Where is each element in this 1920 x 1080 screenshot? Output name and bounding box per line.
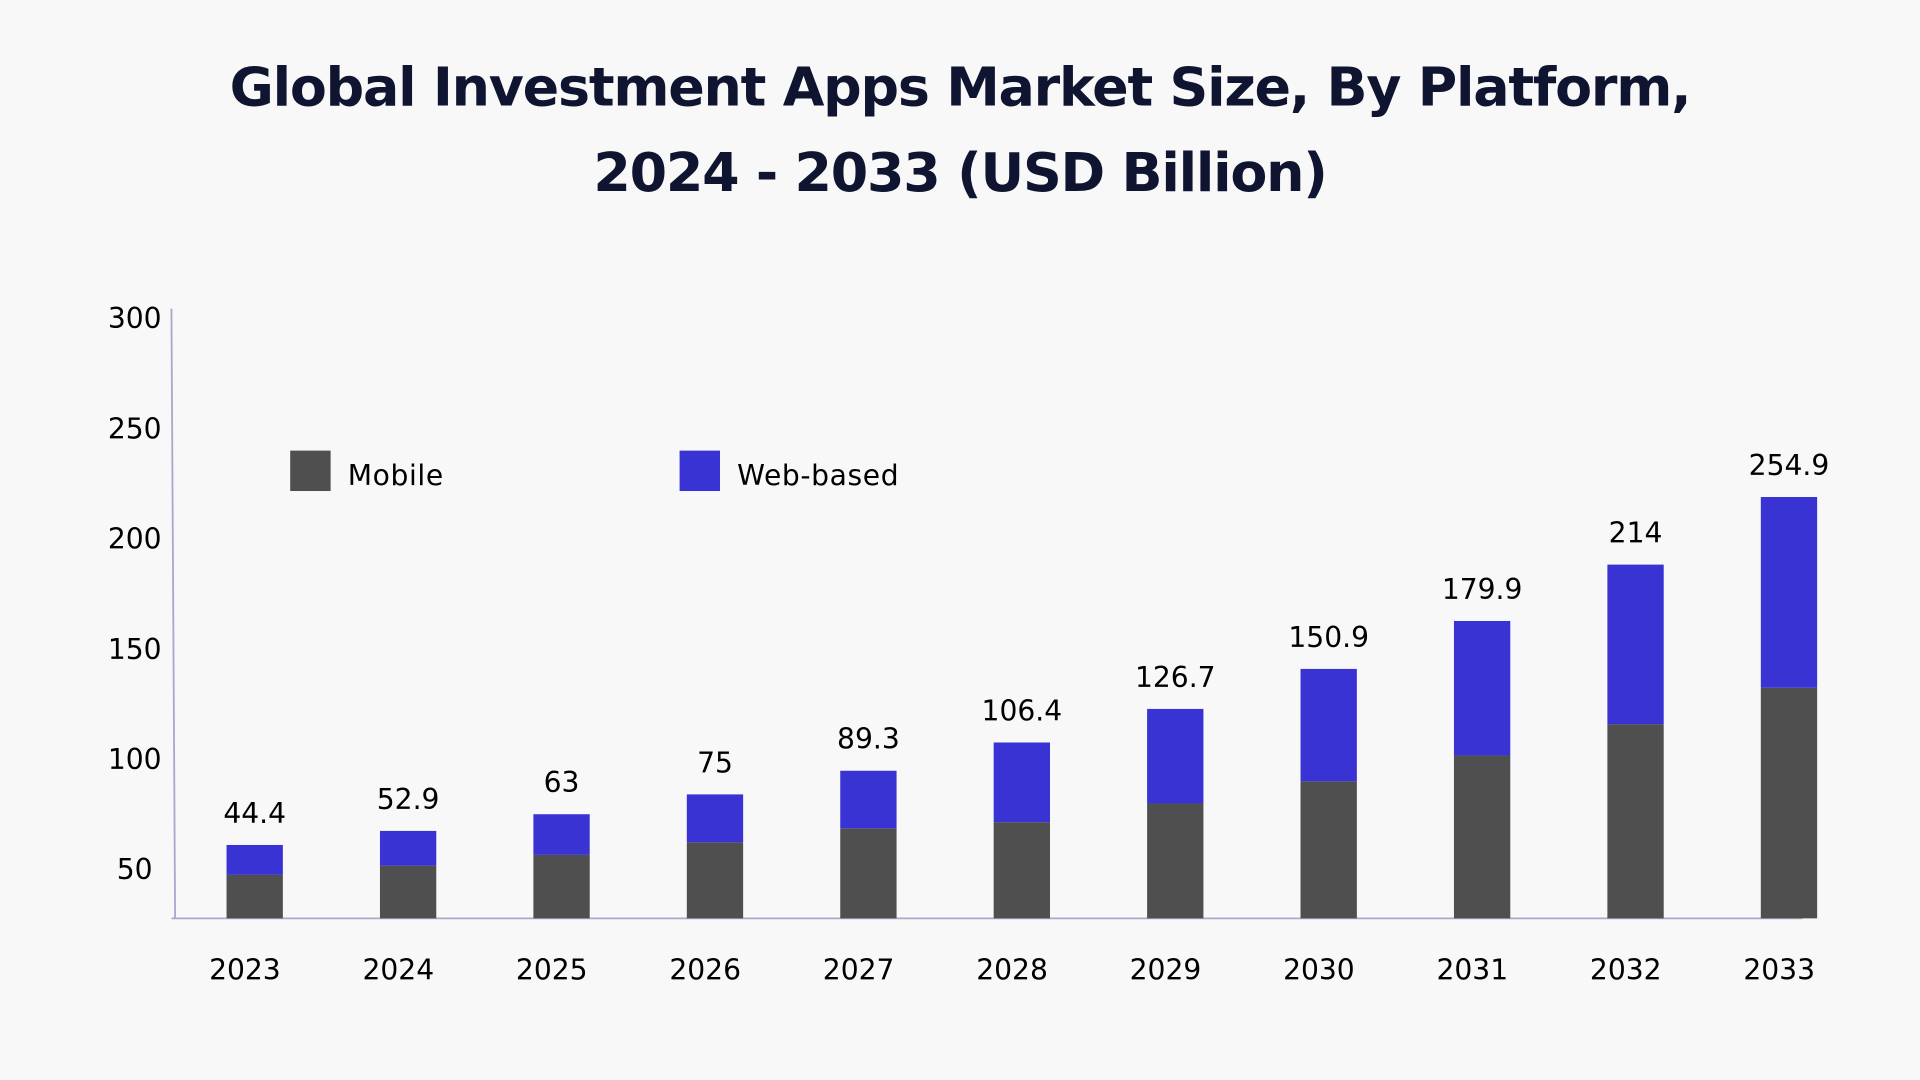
data-label-2029: 126.7 (1135, 661, 1216, 694)
bar-mobile-2025 (533, 854, 590, 919)
data-label-2025: 63 (544, 766, 580, 799)
data-label-2032: 214 (1609, 517, 1663, 550)
x-tick-label: 2027 (823, 954, 895, 987)
bar-mobile-2027 (840, 828, 897, 919)
bar-web-based-2029 (1147, 708, 1204, 804)
legend-swatch-mobile (290, 450, 331, 492)
x-tick-label: 2024 (362, 954, 434, 987)
y-tick-label: 150 (108, 633, 162, 666)
data-label-2033: 254.9 (1749, 449, 1830, 482)
y-tick-label: 50 (117, 853, 153, 886)
chart-subtitle: 2024 - 2033 (USD Billion) (593, 141, 1326, 204)
bar-mobile-2032 (1607, 724, 1664, 919)
bar-web-based-2033 (1760, 497, 1818, 688)
bar-mobile-2023 (226, 874, 283, 919)
data-label-2026: 75 (697, 746, 733, 779)
data-label-2027: 89.3 (837, 723, 900, 756)
y-tick-label: 200 (108, 523, 162, 556)
x-tick-label: 2028 (976, 954, 1048, 987)
bar-mobile-2024 (379, 865, 437, 919)
bar-web-based-2024 (379, 830, 437, 866)
bar-web-based-2028 (993, 742, 1050, 823)
bar-mobile-2033 (1760, 687, 1818, 919)
x-tick-label: 2033 (1743, 954, 1815, 987)
x-tick-label: 2030 (1283, 954, 1355, 987)
x-tick-label: 2023 (209, 954, 281, 987)
bar-mobile-2030 (1300, 781, 1357, 919)
bar-mobile-2029 (1147, 803, 1204, 919)
legend-swatch-web-based (679, 450, 720, 492)
chart-title: Global Investment Apps Market Size, By P… (230, 55, 1691, 118)
bar-mobile-2031 (1453, 755, 1511, 919)
bar-mobile-2026 (686, 842, 744, 919)
y-tick-label: 100 (108, 743, 162, 776)
legend-label-mobile: Mobile (348, 459, 444, 492)
bar-web-based-2025 (533, 814, 590, 855)
x-tick-label: 2031 (1436, 954, 1508, 987)
y-tick-label: 300 (108, 302, 162, 335)
bar-web-based-2023 (226, 844, 283, 875)
bar-mobile-2028 (993, 822, 1050, 919)
data-label-2023: 44.4 (223, 797, 286, 830)
data-label-2024: 52.9 (377, 783, 440, 816)
x-tick-label: 2029 (1130, 954, 1202, 987)
legend-label-web-based: Web-based (737, 459, 899, 492)
x-tick-label: 2026 (669, 954, 741, 987)
data-label-2031: 179.9 (1442, 573, 1523, 606)
y-axis (170, 308, 177, 919)
x-tick-label: 2032 (1590, 954, 1662, 987)
y-tick-label: 250 (108, 412, 162, 445)
x-tick-label: 2025 (516, 954, 588, 987)
bar-web-based-2026 (686, 794, 744, 843)
data-label-2028: 106.4 (982, 694, 1063, 727)
bar-web-based-2032 (1607, 564, 1664, 725)
data-label-2030: 150.9 (1288, 621, 1369, 654)
bar-web-based-2031 (1453, 620, 1511, 756)
bar-web-based-2030 (1300, 668, 1357, 782)
bar-web-based-2027 (840, 770, 897, 829)
